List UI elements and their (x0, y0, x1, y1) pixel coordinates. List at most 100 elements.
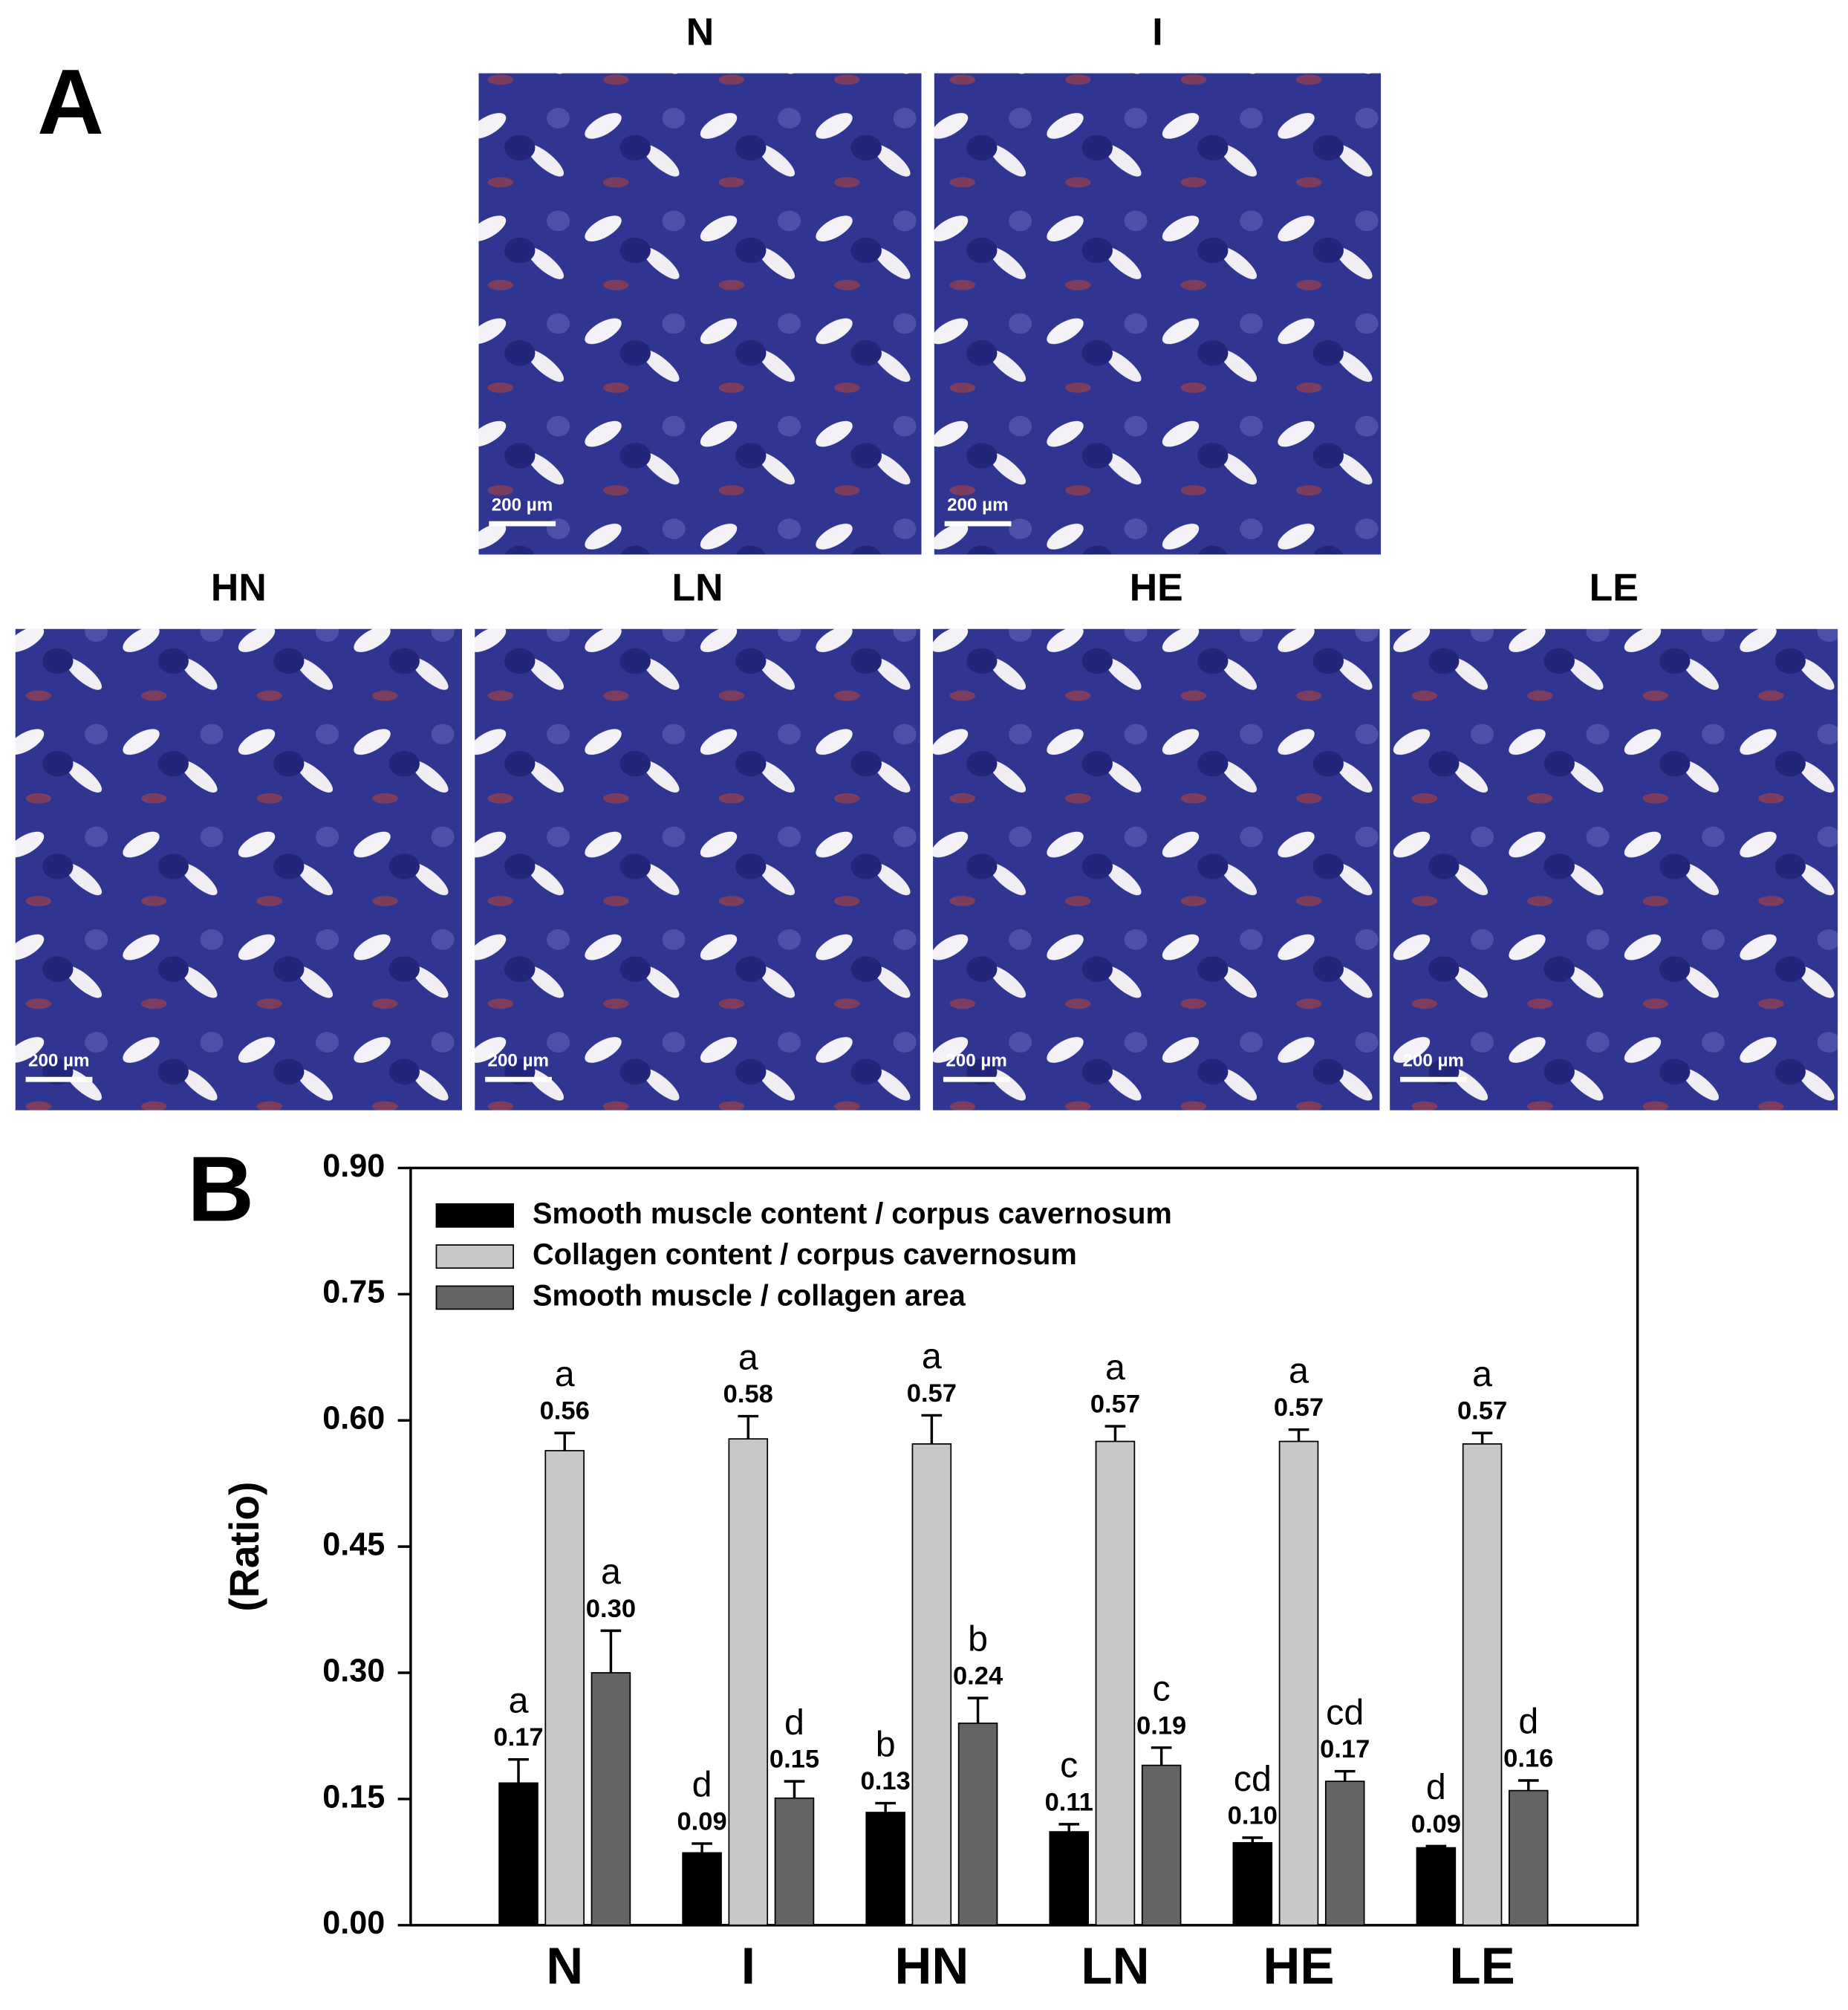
significance-letter: d (784, 1702, 804, 1743)
significance-letter: a (1105, 1347, 1125, 1388)
value-label: 0.09 (1411, 1810, 1461, 1838)
value-label: 0.57 (907, 1379, 957, 1408)
scale-bar-label: 200 µm (947, 495, 1008, 515)
bar (728, 1438, 769, 1926)
bar (865, 1812, 905, 1926)
x-tick-label: HN (894, 1937, 969, 1995)
error-bar (1058, 1823, 1080, 1832)
scale-bar-label: 200 µm (488, 1050, 549, 1070)
micrograph (934, 73, 1382, 555)
scale-bar-label: 200 µm (946, 1050, 1006, 1070)
scale-bar-label: 200 µm (28, 1050, 89, 1070)
x-tick-label: HE (1263, 1937, 1335, 1995)
significance-letter: b (968, 1619, 988, 1659)
legend-swatch (435, 1285, 514, 1310)
significance-letter: cd (1234, 1759, 1272, 1799)
bar (1049, 1831, 1090, 1926)
y-tick-label: 0.75 (322, 1275, 385, 1310)
panel-label: B (187, 1137, 254, 1240)
value-label: 0.30 (586, 1595, 636, 1623)
error-bar (1517, 1779, 1539, 1791)
value-label: 0.58 (723, 1380, 773, 1408)
value-label: 0.09 (677, 1807, 726, 1835)
significance-letter: a (738, 1337, 758, 1377)
bar (1416, 1847, 1457, 1926)
legend-label: Collagen content / corpus cavernosum (533, 1238, 1077, 1271)
y-tick-label: 0.60 (322, 1401, 385, 1437)
significance-letter: a (1472, 1354, 1492, 1394)
y-tick-label: 0.15 (322, 1779, 385, 1815)
bar (544, 1450, 585, 1926)
error-bar (967, 1697, 989, 1723)
legend-label: Smooth muscle / collagen area (533, 1279, 966, 1312)
significance-letter: a (601, 1552, 621, 1592)
x-tick-label: LE (1449, 1937, 1514, 1995)
image-title: LE (1590, 566, 1639, 609)
value-label: 0.10 (1228, 1802, 1278, 1830)
image-title: N (686, 10, 714, 53)
error-bar (1151, 1746, 1172, 1766)
error-bar (600, 1629, 622, 1674)
error-bar (1471, 1431, 1493, 1444)
image-title: LN (672, 566, 723, 609)
micrograph (475, 628, 920, 1110)
image-title: HN (211, 566, 267, 609)
bar (911, 1443, 952, 1926)
bar (590, 1672, 631, 1926)
legend-swatch (435, 1244, 514, 1269)
plot-frame (409, 1166, 1639, 1927)
significance-letter: a (1289, 1350, 1309, 1391)
error-bar (738, 1414, 759, 1440)
scale-bar-label: 200 µm (492, 495, 553, 515)
y-axis-label: (Ratio) (221, 1482, 267, 1612)
value-label: 0.15 (770, 1746, 819, 1774)
value-label: 0.11 (1045, 1788, 1093, 1816)
x-tick-label: LN (1081, 1937, 1149, 1995)
micrograph (15, 628, 462, 1110)
value-label: 0.57 (1457, 1397, 1507, 1425)
bar (498, 1782, 539, 1926)
value-label: 0.56 (540, 1397, 590, 1425)
x-tick-label: I (741, 1937, 755, 1995)
bar (1232, 1841, 1273, 1926)
error-bar (692, 1842, 712, 1853)
bar (682, 1852, 722, 1926)
significance-letter: c (1060, 1746, 1078, 1786)
bar (1141, 1764, 1182, 1926)
value-label: 0.19 (1136, 1711, 1186, 1740)
bar (774, 1797, 815, 1926)
error-bar (1334, 1769, 1356, 1782)
bar (1509, 1789, 1549, 1926)
value-label: 0.57 (1090, 1391, 1140, 1419)
y-tick-label: 0.30 (322, 1653, 385, 1688)
significance-letter: cd (1326, 1692, 1364, 1732)
significance-letter: a (509, 1680, 529, 1720)
y-tick-label: 0.45 (322, 1527, 385, 1563)
error-bar (784, 1780, 805, 1798)
significance-letter: a (555, 1354, 575, 1394)
error-bar (508, 1757, 529, 1783)
value-label: 0.57 (1274, 1393, 1324, 1422)
image-title: I (1152, 10, 1162, 53)
error-bar (1104, 1425, 1126, 1442)
significance-letter: a (922, 1336, 942, 1376)
micrograph (933, 628, 1380, 1110)
error-bar (1242, 1836, 1263, 1843)
value-label: 0.17 (493, 1723, 543, 1752)
legend-label: Smooth muscle content / corpus cavernosu… (533, 1197, 1172, 1230)
value-label: 0.13 (861, 1767, 911, 1795)
error-bar (1425, 1844, 1447, 1848)
error-bar (921, 1414, 943, 1444)
value-label: 0.16 (1503, 1744, 1553, 1772)
value-label: 0.17 (1320, 1735, 1370, 1763)
error-bar (554, 1431, 576, 1451)
micrograph (1390, 628, 1838, 1110)
scale-bar-label: 200 µm (1402, 1050, 1463, 1070)
significance-letter: d (1426, 1767, 1446, 1807)
significance-letter: d (692, 1765, 712, 1805)
bar (1278, 1440, 1319, 1926)
significance-letter: c (1153, 1669, 1171, 1709)
bar (1095, 1440, 1136, 1926)
